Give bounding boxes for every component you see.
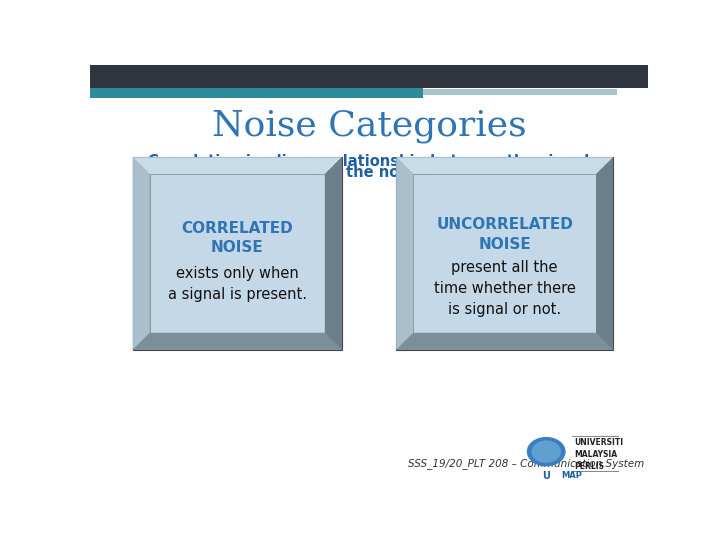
- Polygon shape: [596, 157, 613, 350]
- Polygon shape: [396, 157, 613, 174]
- Polygon shape: [396, 157, 413, 350]
- Text: MAP: MAP: [561, 471, 582, 480]
- Text: MALAYSIA: MALAYSIA: [575, 450, 617, 459]
- Polygon shape: [325, 157, 342, 350]
- Polygon shape: [396, 333, 613, 350]
- Text: U: U: [542, 470, 550, 481]
- Text: exists only when
a signal is present.: exists only when a signal is present.: [168, 266, 307, 302]
- Text: CORRELATED
NOISE: CORRELATED NOISE: [181, 221, 293, 255]
- Bar: [90, 88, 423, 98]
- Text: present all the
time whether there
is signal or not.: present all the time whether there is si…: [433, 260, 575, 316]
- Text: UNCORRELATED
NOISE: UNCORRELATED NOISE: [436, 217, 573, 252]
- Text: PERLIS: PERLIS: [575, 462, 604, 471]
- Bar: [413, 174, 596, 333]
- Polygon shape: [132, 157, 342, 174]
- Bar: [132, 157, 342, 350]
- Circle shape: [528, 437, 565, 465]
- Bar: [150, 174, 325, 333]
- Circle shape: [532, 441, 560, 462]
- Text: Correlation implies a relationship between the signal: Correlation implies a relationship betwe…: [148, 153, 590, 168]
- Text: SSS_19/20_PLT 208 – Communication System: SSS_19/20_PLT 208 – Communication System: [408, 458, 644, 469]
- Bar: [90, 65, 648, 88]
- Polygon shape: [132, 333, 342, 350]
- Text: UNIVERSITI: UNIVERSITI: [575, 438, 624, 447]
- Text: and the noise.: and the noise.: [310, 165, 428, 180]
- Text: Noise Categories: Noise Categories: [212, 110, 526, 144]
- Bar: [423, 96, 632, 98]
- Bar: [396, 157, 613, 350]
- Polygon shape: [132, 157, 150, 350]
- Bar: [423, 90, 617, 95]
